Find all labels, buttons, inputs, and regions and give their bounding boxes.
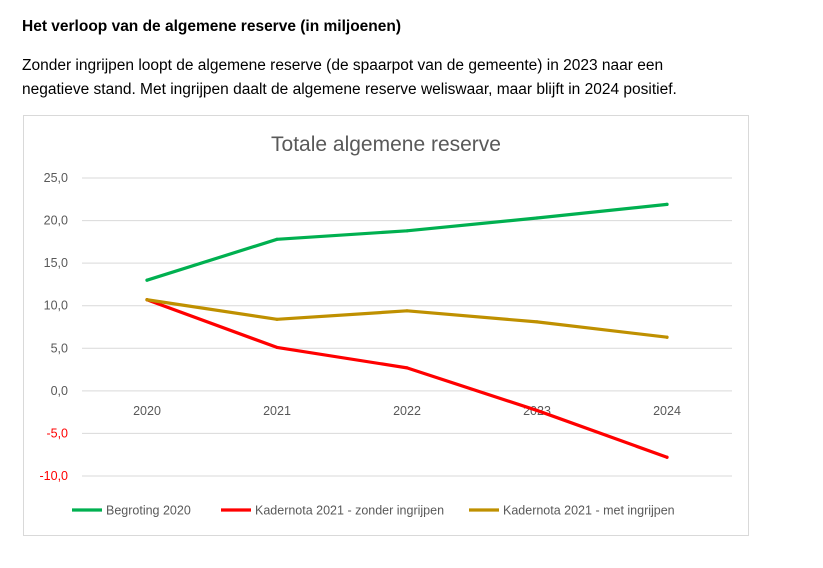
data-point xyxy=(275,237,279,241)
x-tick-label: 2024 xyxy=(653,404,681,418)
x-axis: 20202021202220232024 xyxy=(133,404,681,418)
series xyxy=(145,202,669,459)
chart-frame: Totale algemene reserve 25,0 20,0 15,0 10,0… xyxy=(23,115,749,536)
y-tick-label: -10,0 xyxy=(40,469,69,483)
legend-label: Kadernota 2021 - zonder ingrijpen xyxy=(255,504,444,518)
y-tick-label: 10,0 xyxy=(44,299,68,313)
legend: Begroting 2020 Kadernota 2021 - zonder in… xyxy=(72,504,675,518)
data-point xyxy=(535,320,539,324)
legend-label: Kadernota 2021 - met ingrijpen xyxy=(503,504,675,518)
y-tick-label: 25,0 xyxy=(44,171,68,185)
data-point xyxy=(405,229,409,233)
data-point xyxy=(665,335,669,339)
x-tick-label: 2022 xyxy=(393,404,421,418)
section-heading: Het verloop van de algemene reserve (in … xyxy=(22,18,402,35)
data-point xyxy=(405,366,409,370)
y-tick-label: 0,0 xyxy=(51,384,68,398)
data-point xyxy=(535,408,539,413)
data-point xyxy=(145,298,149,302)
x-tick-label: 2020 xyxy=(133,404,161,418)
legend-label: Begroting 2020 xyxy=(106,504,191,518)
data-point xyxy=(405,309,409,313)
y-tick-label: 5,0 xyxy=(51,341,68,355)
chart-title: Totale algemene reserve xyxy=(271,133,501,156)
reserve-line-chart: Totale algemene reserve 25,0 20,0 15,0 10,0… xyxy=(40,133,732,518)
x-tick-label: 2021 xyxy=(263,404,291,418)
y-tick-label: 15,0 xyxy=(44,256,68,270)
data-point xyxy=(275,317,279,321)
y-axis: 25,0 20,0 15,0 10,0 5,0 0,0 -5,0 -10,0 xyxy=(40,171,69,483)
y-tick-label: 20,0 xyxy=(44,214,68,228)
data-point xyxy=(145,278,149,282)
intro-line-2: negatieve stand. Met ingrijpen daalt de … xyxy=(22,81,677,98)
series-line-1 xyxy=(145,202,669,282)
data-point xyxy=(665,455,669,459)
data-point xyxy=(665,202,669,206)
data-point xyxy=(275,345,279,350)
intro-text: Zonder ingrijpen loopt de algemene reser… xyxy=(22,54,812,102)
grid xyxy=(82,177,732,477)
y-tick-label: -5,0 xyxy=(46,426,68,440)
intro-line-1: Zonder ingrijpen loopt de algemene reser… xyxy=(22,57,664,74)
data-point xyxy=(535,216,539,220)
